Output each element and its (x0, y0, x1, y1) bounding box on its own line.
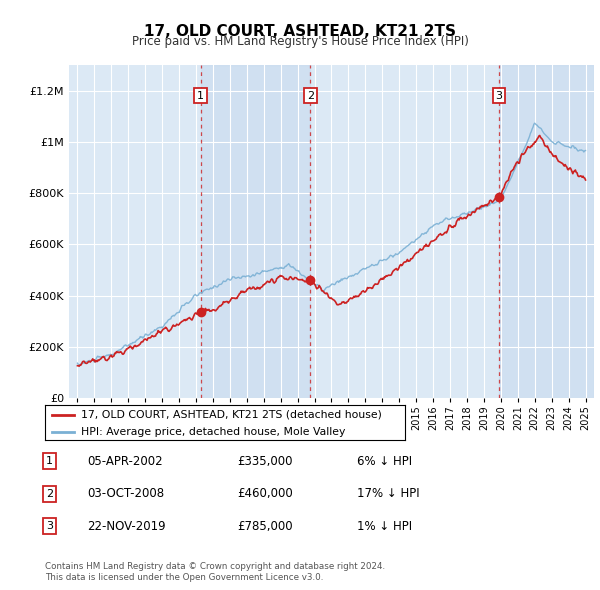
Text: 03-OCT-2008: 03-OCT-2008 (87, 487, 164, 500)
Text: 1: 1 (197, 91, 204, 101)
Text: 2: 2 (46, 489, 53, 499)
Text: 05-APR-2002: 05-APR-2002 (87, 455, 163, 468)
Text: HPI: Average price, detached house, Mole Valley: HPI: Average price, detached house, Mole… (81, 427, 346, 437)
Bar (200, 65, 310, 398)
Text: 17, OLD COURT, ASHTEAD, KT21 2TS (detached house): 17, OLD COURT, ASHTEAD, KT21 2TS (detach… (81, 410, 382, 420)
Text: 2: 2 (307, 91, 314, 101)
Text: £785,000: £785,000 (237, 520, 293, 533)
Text: £460,000: £460,000 (237, 487, 293, 500)
Text: 3: 3 (496, 91, 503, 101)
Text: Contains HM Land Registry data © Crown copyright and database right 2024.: Contains HM Land Registry data © Crown c… (45, 562, 385, 571)
Text: 1: 1 (46, 457, 53, 466)
Text: 3: 3 (46, 522, 53, 531)
Text: 17% ↓ HPI: 17% ↓ HPI (357, 487, 419, 500)
Text: 1% ↓ HPI: 1% ↓ HPI (357, 520, 412, 533)
Text: 22-NOV-2019: 22-NOV-2019 (87, 520, 166, 533)
Text: Price paid vs. HM Land Registry's House Price Index (HPI): Price paid vs. HM Land Registry's House … (131, 35, 469, 48)
Text: This data is licensed under the Open Government Licence v3.0.: This data is licensed under the Open Gov… (45, 573, 323, 582)
Text: 17, OLD COURT, ASHTEAD, KT21 2TS: 17, OLD COURT, ASHTEAD, KT21 2TS (144, 24, 456, 38)
Bar (499, 65, 594, 398)
Text: £335,000: £335,000 (237, 455, 293, 468)
Text: 6% ↓ HPI: 6% ↓ HPI (357, 455, 412, 468)
